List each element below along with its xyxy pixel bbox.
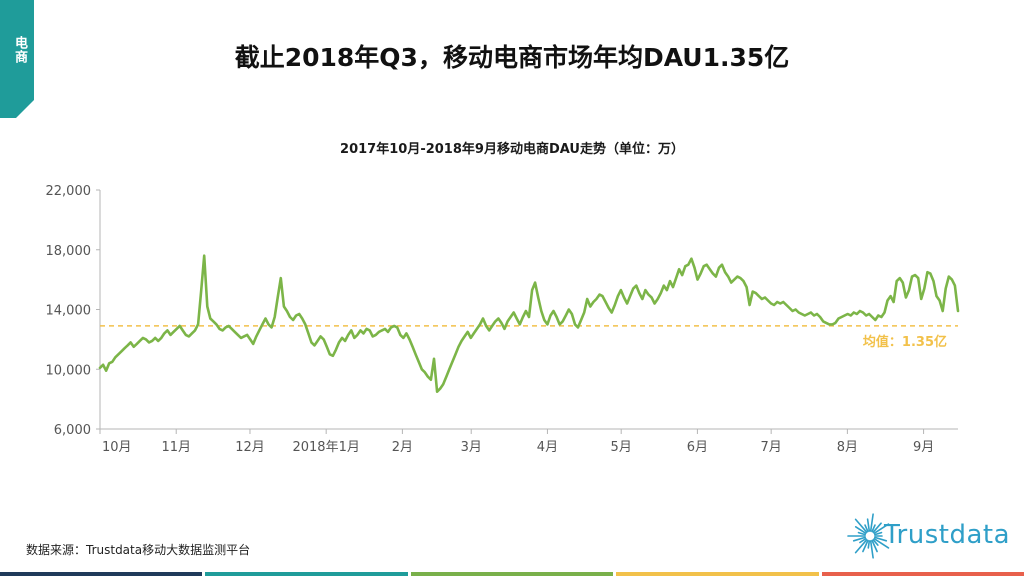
bottom-bar-segment bbox=[0, 572, 203, 576]
x-tick-label: 7月 bbox=[761, 440, 782, 455]
bottom-bar-segment bbox=[205, 572, 408, 576]
starburst-ray bbox=[854, 538, 868, 554]
x-tick-label: 4月 bbox=[537, 440, 558, 455]
starburst-ray bbox=[866, 518, 871, 532]
x-tick-label: 11月 bbox=[161, 440, 191, 455]
section-tab-shape bbox=[0, 0, 34, 118]
starburst-ray bbox=[874, 536, 888, 542]
starburst-ray bbox=[867, 540, 871, 549]
x-tick-label: 2018年1月 bbox=[292, 440, 359, 455]
y-tick-label: 18,000 bbox=[46, 244, 92, 259]
x-tick-label: 5月 bbox=[611, 440, 632, 455]
starburst-ray bbox=[854, 518, 868, 534]
starburst-ray bbox=[852, 536, 866, 542]
bottom-bar-segment bbox=[616, 572, 819, 576]
starburst-ray bbox=[873, 523, 890, 535]
x-tick-label: 2月 bbox=[392, 440, 413, 455]
dau-series-line bbox=[98, 254, 960, 394]
y-tick-label: 10,000 bbox=[46, 363, 92, 378]
starburst-ray bbox=[872, 522, 882, 534]
starburst-ray bbox=[859, 537, 867, 544]
bottom-color-bar bbox=[0, 572, 1024, 576]
y-tick-label: 22,000 bbox=[46, 184, 92, 199]
mean-label: 均值：1.35亿 bbox=[863, 334, 947, 350]
x-tick-label: 10月 bbox=[102, 440, 132, 455]
section-tab-label: 电商 bbox=[12, 36, 27, 64]
starburst-ray bbox=[864, 524, 869, 533]
y-tick-label: 14,000 bbox=[46, 304, 92, 319]
bottom-bar-segment bbox=[410, 572, 614, 576]
y-tick-label: 6,000 bbox=[54, 423, 91, 438]
page-title: 截止2018年Q3，移动电商市场年均DAU1.35亿 bbox=[234, 43, 790, 72]
starburst-ray bbox=[873, 537, 890, 549]
x-tick-label: 8月 bbox=[837, 440, 858, 455]
starburst-icon bbox=[847, 513, 890, 559]
logo-text: Trustdata bbox=[884, 520, 1011, 550]
chart-title: 2017年10月-2018年9月移动电商DAU走势（单位：万） bbox=[340, 142, 684, 157]
starburst-ray bbox=[874, 531, 883, 536]
x-tick-label: 9月 bbox=[913, 440, 934, 455]
starburst-ray bbox=[871, 524, 876, 533]
starburst-ray bbox=[871, 539, 878, 553]
x-tick-label: 12月 bbox=[235, 440, 265, 455]
bottom-bar-segment bbox=[821, 572, 1024, 576]
starburst-ray bbox=[869, 540, 874, 559]
starburst-ray bbox=[872, 538, 879, 546]
x-tick-label: 6月 bbox=[687, 440, 708, 455]
starburst-ray bbox=[854, 526, 867, 535]
starburst-ray bbox=[857, 531, 866, 536]
data-source-note: 数据来源：Trustdata移动大数据监测平台 bbox=[26, 543, 251, 557]
trustdata-logo: Trustdata bbox=[846, 506, 1016, 562]
starburst-ray bbox=[862, 539, 869, 553]
section-tab: 电商 bbox=[0, 0, 34, 118]
x-tick-label: 3月 bbox=[461, 440, 482, 455]
starburst-ray bbox=[869, 513, 874, 532]
